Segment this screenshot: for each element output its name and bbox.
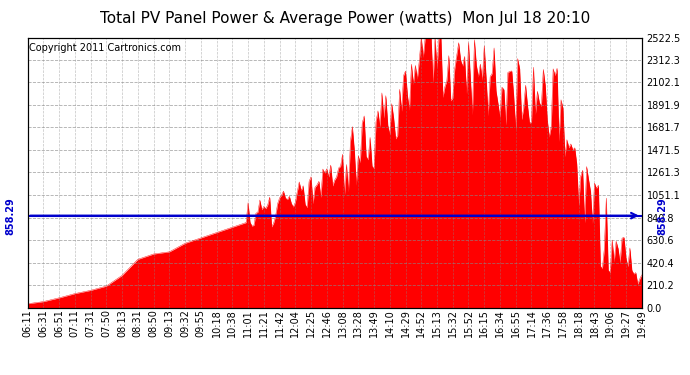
Text: 858.29: 858.29 (5, 197, 15, 234)
Text: Total PV Panel Power & Average Power (watts)  Mon Jul 18 20:10: Total PV Panel Power & Average Power (wa… (100, 11, 590, 26)
Text: Copyright 2011 Cartronics.com: Copyright 2011 Cartronics.com (29, 43, 181, 53)
Text: 858.29: 858.29 (657, 197, 667, 234)
